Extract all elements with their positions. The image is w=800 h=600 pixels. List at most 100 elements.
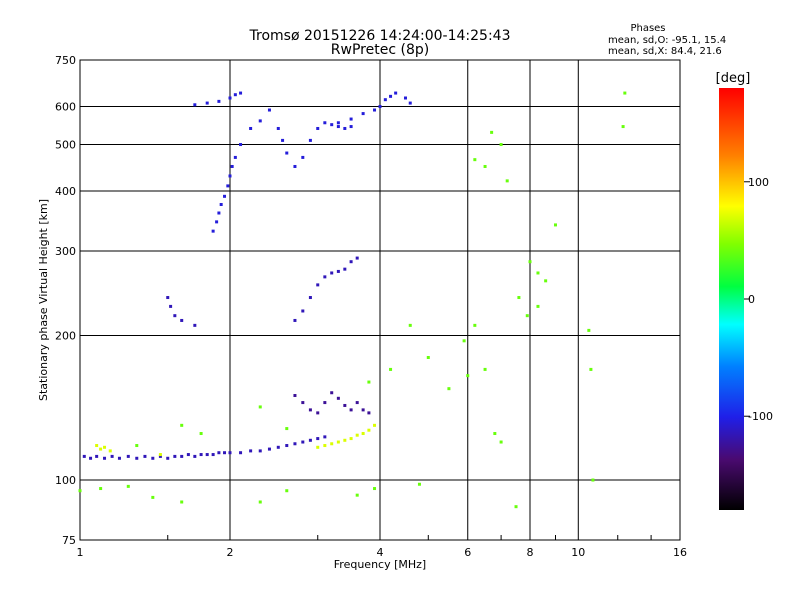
x-tick-label: 2 [227, 546, 234, 559]
data-point [205, 453, 209, 457]
data-point [483, 367, 487, 371]
data-point [349, 125, 353, 129]
x-tick-label: 6 [464, 546, 471, 559]
y-tick-label: 100 [55, 474, 76, 487]
data-point [258, 449, 262, 453]
data-point [316, 437, 320, 441]
y-tick-label: 75 [62, 534, 76, 547]
data-point [528, 260, 532, 264]
colorbar [719, 88, 744, 510]
data-point [230, 164, 234, 168]
data-point [373, 423, 377, 427]
data-point [293, 442, 297, 446]
data-point [103, 445, 107, 449]
data-point [166, 456, 170, 460]
x-axis-label: Frequency [MHz] [334, 558, 426, 571]
data-point [553, 223, 557, 227]
data-point [383, 98, 387, 102]
data-point [258, 119, 262, 123]
data-point [336, 269, 340, 273]
data-point [301, 401, 305, 405]
data-point [258, 500, 262, 504]
y-axis: 75 100 200 300 400 500 600 750 [55, 54, 76, 547]
data-point [308, 408, 312, 412]
data-point [408, 323, 412, 327]
data-point [228, 96, 232, 100]
data-point [389, 367, 393, 371]
data-point [99, 487, 103, 491]
data-point [343, 267, 347, 271]
stats-heading: Phases [630, 23, 665, 34]
data-point [285, 489, 289, 493]
data-point [281, 138, 285, 142]
data-point [499, 143, 503, 147]
data-point [323, 435, 327, 439]
data-point [249, 449, 253, 453]
data-point [330, 271, 334, 275]
data-point [135, 444, 139, 448]
data-point [323, 444, 327, 448]
data-point [186, 453, 190, 457]
data-point [483, 164, 487, 168]
y-axis-label: Stationary phase Virtual Height [km] [37, 199, 50, 401]
data-point [349, 408, 353, 412]
colorbar-tick-label: -100 [748, 410, 773, 423]
data-point [211, 229, 215, 233]
data-point [343, 438, 347, 442]
data-point [108, 449, 112, 453]
data-point [78, 489, 82, 493]
data-point [336, 440, 340, 444]
data-point [276, 126, 280, 130]
data-point [591, 478, 595, 482]
data-point [151, 456, 155, 460]
data-point [505, 179, 509, 183]
data-point [408, 101, 412, 105]
data-point [447, 387, 451, 391]
data-point [143, 454, 147, 458]
data-point [373, 108, 377, 112]
chart-subtitle: RwPretec (8p) [331, 42, 429, 58]
data-point [367, 380, 371, 384]
data-point [361, 112, 365, 116]
data-point [316, 126, 320, 130]
data-point [330, 391, 334, 395]
y-tick-label: 200 [55, 330, 76, 343]
data-point [323, 275, 327, 279]
data-point [211, 453, 215, 457]
y-tick-label: 600 [55, 101, 76, 114]
data-point [228, 451, 232, 455]
data-point [343, 126, 347, 130]
colorbar-tick-label: 0 [748, 293, 755, 306]
data-point [173, 454, 177, 458]
data-point [249, 126, 253, 130]
data-point [499, 440, 503, 444]
colorbar-ticks: 100 0 -100 [744, 176, 773, 423]
data-point [355, 493, 359, 497]
data-point [158, 453, 162, 457]
data-point [293, 164, 297, 168]
data-point [323, 401, 327, 405]
grid-lines [80, 60, 680, 540]
data-point [169, 304, 173, 308]
data-point [355, 401, 359, 405]
data-point [205, 101, 209, 105]
y-tick-label: 300 [55, 245, 76, 258]
stats-line-o: mean, sd,O: -95.1, 15.4 [608, 35, 726, 46]
data-point [158, 454, 162, 458]
data-point [126, 484, 130, 488]
data-point [258, 405, 262, 409]
data-point [493, 432, 497, 436]
data-point [285, 444, 289, 448]
data-point [330, 123, 334, 127]
colorbar-label: [deg] [716, 71, 751, 86]
data-point [301, 155, 305, 159]
data-point [473, 323, 477, 327]
data-point [323, 121, 327, 125]
data-point [267, 447, 271, 451]
data-point [308, 438, 312, 442]
data-point [308, 138, 312, 142]
data-point [394, 91, 398, 95]
data-point [389, 94, 393, 98]
data-point [180, 454, 184, 458]
data-point [217, 99, 221, 103]
